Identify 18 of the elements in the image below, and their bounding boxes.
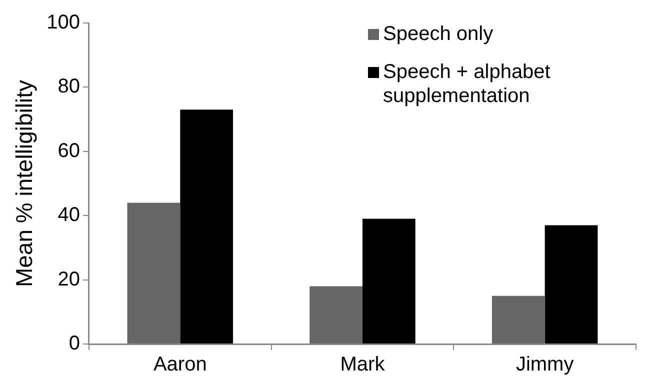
x-tick-label: Aaron	[153, 354, 207, 376]
legend-label: Speech only	[383, 22, 494, 46]
y-tick-label: 0	[68, 332, 80, 355]
y-tick-label: 60	[58, 140, 80, 162]
bar	[310, 286, 362, 344]
y-tick-label: 40	[58, 204, 80, 226]
y-axis-title: Mean % intelligibility	[11, 79, 38, 288]
y-tick-label: 100	[46, 12, 80, 34]
y-tick-label: 80	[58, 76, 80, 98]
bar	[362, 218, 416, 344]
bar	[492, 296, 545, 344]
bar	[544, 225, 598, 344]
legend-label: Speech + alphabet supplementation	[383, 60, 552, 108]
x-tick-label: Jimmy	[516, 354, 574, 376]
y-tick-label: 20	[58, 268, 80, 290]
bar	[180, 110, 234, 344]
bar	[127, 202, 180, 344]
x-tick-label: Mark	[340, 354, 386, 376]
